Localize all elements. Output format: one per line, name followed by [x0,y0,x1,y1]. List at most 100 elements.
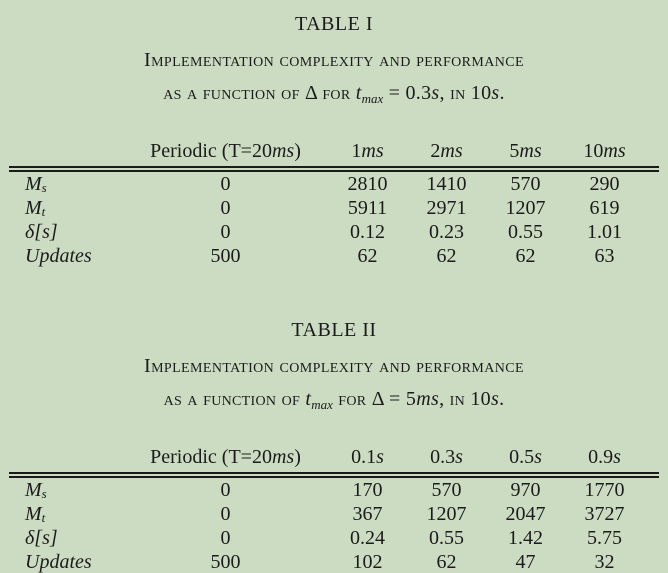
cell: 2810 [347,172,388,195]
column-header: 10ms [565,137,644,172]
caption-segment: , [439,82,451,104]
cell-spacer [644,220,659,244]
caption-segment: for [332,388,372,410]
cell: 170 [352,478,383,501]
caption-segment: . [499,388,505,410]
cell-spacer [644,196,659,220]
cell: 500 [210,244,241,267]
table-row: Mt 0 5911 2971 1207 619 [9,196,659,220]
caption-segment: . [499,82,505,104]
caption-segment: as a function of [163,388,306,410]
row-label: Ms [25,478,47,501]
cell: 0.12 [350,220,385,243]
cell: 970 [510,478,541,501]
cell: 5.75 [587,526,622,549]
table-2-caption-line2: as a function of tmax for Δ = 5ms, in 10… [0,386,668,418]
column-header: 0.5s [486,443,565,478]
cell: 102 [352,550,383,573]
caption-segment: max [361,91,384,106]
table-1-section: TABLE I Implementation complexity and pe… [0,12,668,268]
cell: 1770 [584,478,625,501]
cell: 1207 [426,502,467,525]
column-header: 2ms [407,137,486,172]
cell: 0.55 [508,220,543,243]
header-empty [9,137,123,172]
caption-segment: 10 [470,388,491,410]
caption-segment: s [490,388,500,410]
caption-segment: = 0.3 [383,82,432,104]
header-spacer [644,443,659,478]
row-label: Updates [25,550,92,573]
caption-segment: s [491,82,500,104]
cell: 0 [220,478,231,501]
cell: 2047 [505,502,546,525]
table-1-header-row: Periodic (T=20ms) 1ms 2ms 5ms 10ms [9,137,659,172]
cell-spacer [644,550,659,573]
cell: 367 [352,502,383,525]
cell: 0.55 [429,526,464,549]
caption-segment: 10 [470,82,492,104]
row-label: Mt [25,502,46,525]
cell: 47 [515,550,536,573]
table-2-caption-line1: Implementation complexity and performanc… [144,355,524,377]
cell-spacer [644,526,659,550]
row-label: Ms [25,172,47,195]
table-row: Updates 500 62 62 62 63 [9,244,659,268]
table-row: Mt 0 367 1207 2047 3727 [9,502,659,526]
table-row: Ms 0 2810 1410 570 290 [9,169,659,196]
cell: 619 [589,196,620,219]
cell: 62 [515,244,536,267]
cell: 0.24 [350,526,385,549]
caption-segment: , [439,388,450,410]
caption-segment: t [305,388,312,410]
cell: 1207 [505,196,546,219]
table-2-title: TABLE II [291,319,377,341]
header-empty [9,443,123,478]
cell: 62 [357,244,378,267]
column-header: 1ms [328,137,407,172]
cell: 0 [220,172,231,195]
caption-segment: in [450,82,471,104]
caption-segment: t [355,82,362,104]
cell-spacer [644,502,659,526]
table-1-title: TABLE I [295,13,373,35]
cell: 290 [589,172,620,195]
table-1-caption-line1: Implementation complexity and performanc… [144,49,524,71]
row-label: Mt [25,196,46,219]
cell: 500 [210,550,241,573]
column-header-periodic: Periodic (T=20ms) [123,443,328,478]
cell: 63 [594,244,615,267]
table-row: δ[s] 0 0.12 0.23 0.55 1.01 [9,220,659,244]
cell: 62 [436,244,457,267]
table-1: Periodic (T=20ms) 1ms 2ms 5ms 10ms Ms 0 … [9,137,659,268]
caption-segment: in [449,388,471,410]
table-row: Updates 500 102 62 47 32 [9,550,659,573]
cell-spacer [644,475,659,502]
table-2-header-row: Periodic (T=20ms) 0.1s 0.3s 0.5s 0.9s [9,443,659,478]
cell: 1410 [426,172,467,195]
caption-segment: max [311,397,333,412]
table-row: δ[s] 0 0.24 0.55 1.42 5.75 [9,526,659,550]
cell: 3727 [584,502,625,525]
cell: 0 [220,526,231,549]
cell: 1.01 [587,220,622,243]
cell: 32 [594,550,615,573]
cell: 0 [220,502,231,525]
cell: 0 [220,220,231,243]
cell: 570 [510,172,541,195]
row-label: Updates [25,244,92,267]
table-row: Ms 0 170 570 970 1770 [9,475,659,502]
header-spacer [644,137,659,172]
row-label: δ[s] [25,220,58,243]
cell-spacer [644,244,659,268]
caption-segment: as a function of [163,82,305,104]
cell: 0 [220,196,231,219]
caption-segment: Δ [304,82,323,104]
table-2-section: TABLE II Implementation complexity and p… [0,318,668,573]
cell: 2971 [426,196,467,219]
caption-segment: s [431,82,440,104]
caption-segment: Δ = 5 [371,388,417,410]
column-header-periodic: Periodic (T=20ms) [123,137,328,172]
cell: 62 [436,550,457,573]
